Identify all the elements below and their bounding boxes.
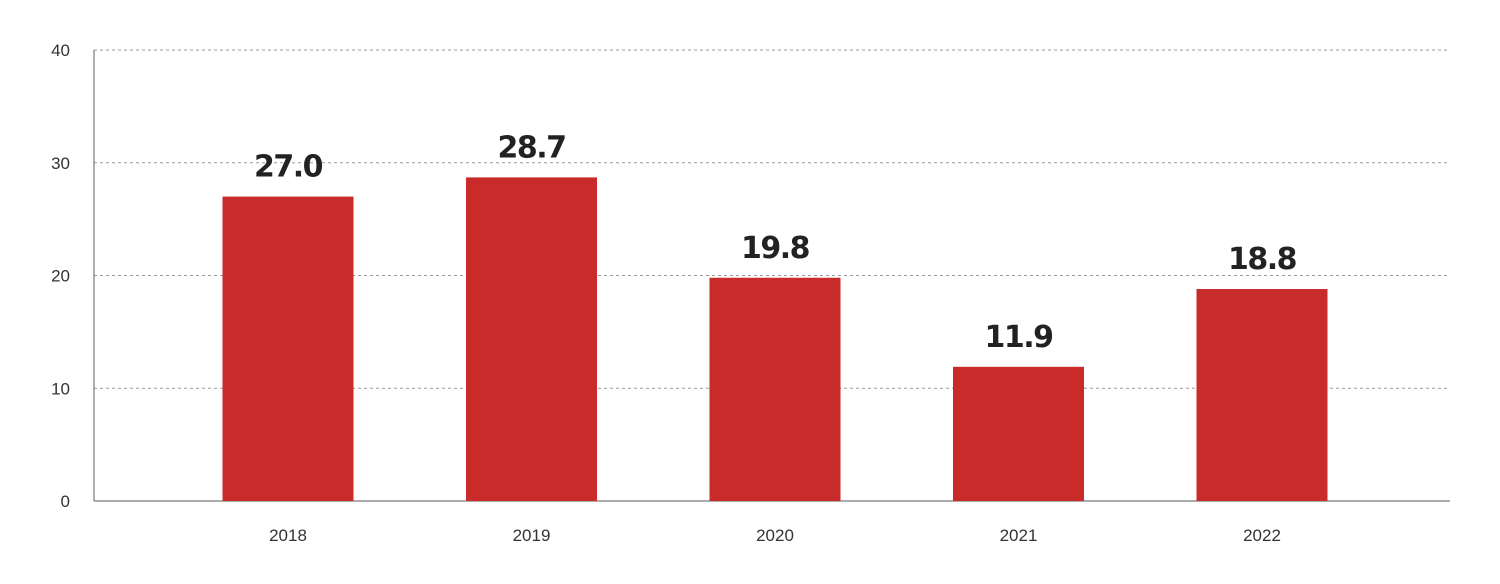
y-tick-label: 30 [51,154,70,173]
x-tick-label-2020: 2020 [756,526,794,545]
data-label-2020: 19.8 [741,231,810,266]
bar-2020 [709,277,841,501]
y-tick-label: 0 [61,492,70,511]
y-tick-label: 20 [51,267,70,286]
x-tick-label-2022: 2022 [1243,526,1281,545]
x-tick-label-2018: 2018 [269,526,307,545]
data-label-2018: 27.0 [254,150,323,185]
x-tick-label-2021: 2021 [1000,526,1038,545]
bar-2019 [466,177,597,501]
x-tick-label-2019: 2019 [513,526,551,545]
bar-2022 [1196,289,1328,501]
y-tick-labels: 0 10 20 30 40 [51,41,70,511]
bar-2018 [222,196,354,501]
data-label-2022: 18.8 [1228,242,1297,277]
y-tick-label: 40 [51,41,70,60]
bar-2021 [953,366,1084,501]
x-tick-labels: 2018 2019 2020 2021 2022 [269,526,1281,545]
bars [222,177,1328,501]
data-labels: 27.0 28.7 19.8 11.9 18.8 [254,130,1298,355]
data-label-2019: 28.7 [497,130,565,165]
data-label-2021: 11.9 [984,320,1052,355]
y-tick-label: 10 [51,379,70,398]
